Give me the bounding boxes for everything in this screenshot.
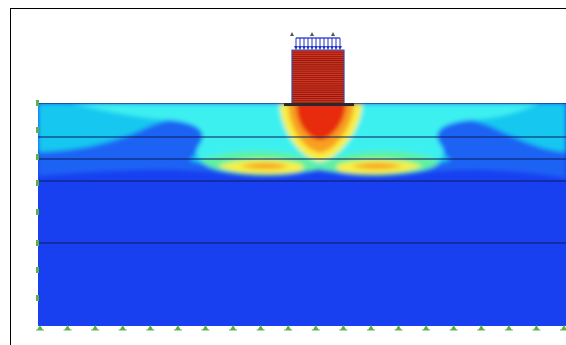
triangle-support-icon: [37, 325, 43, 330]
top-point-markers: [290, 32, 335, 36]
contour-orange-left: [240, 163, 288, 169]
triangle-support-icon: [285, 325, 292, 330]
triangle-support-icon: [202, 325, 209, 330]
triangle-support-icon: [36, 180, 39, 186]
triangle-support-icon: [367, 325, 374, 330]
load-arrow-head: [294, 46, 298, 50]
triangle-support-icon: [505, 325, 512, 330]
load-arrow-head: [302, 46, 306, 50]
building-structure: [284, 49, 354, 106]
top-point-marker: [331, 32, 335, 36]
load-arrow-head: [322, 46, 326, 50]
load-arrow-head: [314, 46, 318, 50]
triangle-support-icon: [312, 325, 319, 330]
triangle-support-icon: [36, 209, 39, 215]
triangle-support-icon: [36, 127, 39, 133]
load-arrow-head: [330, 46, 334, 50]
triangle-support-icon: [64, 325, 71, 330]
building-floor-lines: [291, 50, 345, 105]
load-arrow-head: [334, 46, 338, 50]
load-arrow-head: [338, 46, 342, 50]
stress-contours: [38, 103, 566, 178]
contour-bulb-red: [296, 103, 346, 140]
left-boundary-supports: [36, 100, 39, 301]
triangle-support-icon: [395, 325, 402, 330]
triangle-support-icon: [561, 325, 566, 330]
triangle-support-icon: [36, 240, 39, 246]
load-arrow-head: [298, 46, 302, 50]
distributed-load-icon[interactable]: [294, 37, 342, 50]
foundation-slab: [284, 103, 354, 106]
triangle-support-icon: [533, 325, 540, 330]
soil-domain: [38, 103, 566, 326]
triangle-support-icon: [147, 325, 154, 330]
load-arrow-head: [326, 46, 330, 50]
triangle-support-icon: [340, 325, 347, 330]
contour-orange-right: [352, 163, 402, 169]
load-arrow-head: [318, 46, 322, 50]
triangle-support-icon: [36, 295, 39, 301]
triangle-support-icon: [119, 325, 126, 330]
load-arrow-head: [306, 46, 310, 50]
triangle-support-icon: [450, 325, 457, 330]
triangle-support-icon: [423, 325, 430, 330]
top-point-marker: [290, 32, 294, 36]
triangle-support-icon: [230, 325, 237, 330]
load-arrow-head: [310, 46, 314, 50]
triangle-support-icon: [174, 325, 181, 330]
triangle-support-icon: [92, 325, 99, 330]
triangle-support-icon: [36, 267, 39, 273]
triangle-support-icon: [257, 325, 264, 330]
triangle-support-icon: [36, 154, 39, 160]
top-point-marker: [310, 32, 314, 36]
model-frame: [10, 8, 566, 345]
triangle-support-icon: [36, 100, 39, 106]
soil-layer-boundaries: [38, 103, 566, 244]
triangle-support-icon: [478, 325, 485, 330]
bottom-boundary-supports: [36, 325, 566, 331]
